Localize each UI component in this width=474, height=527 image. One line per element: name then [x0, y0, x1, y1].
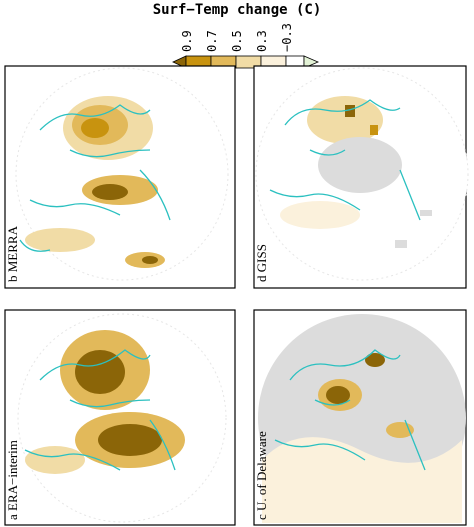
map-shape: [75, 350, 125, 394]
map-shape: [386, 422, 414, 438]
title: Surf−Temp change (C): [153, 2, 322, 18]
map-shape: [365, 353, 385, 367]
map-shape: [262, 437, 462, 523]
map-shape: [307, 96, 383, 144]
panel: c U. of Delaware: [253, 309, 467, 526]
map-shape: [395, 240, 407, 248]
map-shape: [92, 184, 128, 200]
colorbar-label: 0.5: [230, 30, 244, 52]
panel-label: a ERA−interim: [5, 440, 20, 520]
map-shape: [280, 201, 360, 229]
panel-label: b MERRA: [5, 225, 20, 282]
colorbar-label: 0.9: [180, 30, 194, 52]
colorbar-label: 0.3: [255, 30, 269, 52]
map-shape: [370, 125, 378, 135]
panel: a ERA−interim: [4, 309, 236, 526]
colorbar-label: 0.7: [205, 30, 219, 52]
coastline: [24, 349, 176, 471]
map-shape: [142, 256, 158, 264]
panel: d GISS: [253, 65, 469, 289]
panel-label: c U. of Delaware: [254, 431, 269, 520]
map-shape: [81, 118, 109, 138]
map-shape: [345, 105, 355, 117]
coastline: [274, 349, 426, 471]
panel: b MERRA: [4, 65, 236, 289]
colorbar-label: −0.3: [280, 23, 294, 52]
map-shape: [303, 55, 320, 69]
map-shape: [420, 210, 432, 216]
coastline: [269, 99, 421, 221]
map-shape: [25, 228, 95, 252]
map-shape: [318, 137, 402, 193]
colorbar: 0.9 0.7 0.5 0.3 −0.3: [172, 23, 320, 69]
map-shape: [326, 386, 350, 404]
map-shape: [98, 424, 162, 456]
panel-label: d GISS: [254, 244, 269, 282]
coastline: [19, 104, 171, 252]
map-shape: [25, 446, 85, 474]
